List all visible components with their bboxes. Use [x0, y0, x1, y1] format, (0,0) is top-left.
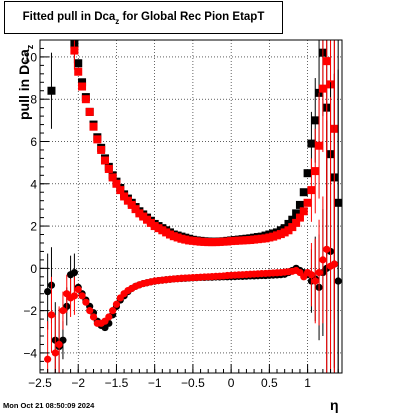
data-point-square [100, 156, 109, 165]
y-axis-label-main: pull in Dca [16, 49, 32, 120]
data-point-circle [59, 307, 67, 315]
x-tick-label: −2 [71, 376, 85, 390]
data-point-square [127, 200, 136, 209]
data-point-square [85, 107, 94, 116]
y-axis-label-subscript: z [25, 44, 35, 50]
y-tick-label: 10 [24, 50, 38, 64]
x-tick-label: 0 [228, 376, 235, 390]
data-point-circle [330, 260, 338, 268]
x-tick-label: 0.5 [261, 376, 278, 390]
data-point-square [89, 122, 98, 131]
y-axis-label: pull in Dcaz [16, 44, 35, 120]
data-point-circle [319, 256, 327, 264]
data-point-circle [55, 340, 63, 349]
x-tick-label: −1.5 [105, 376, 129, 390]
chart-title: Fitted pull in Dcaz for Global Rec Pion … [5, 11, 282, 26]
data-point-square [78, 82, 87, 91]
data-point-circle [70, 292, 79, 300]
tick-labels: −2.5 −2 −1.5 −1 −0.5 0 0.5 1 −4 −2 0 2 4 6 8 10 [23, 50, 311, 390]
data-point-square [311, 116, 320, 125]
data-point-circle [109, 307, 117, 315]
chart-title-tail: for Global Rec Pion EtapT [119, 11, 265, 23]
x-tick-label: −2.5 [28, 376, 52, 390]
data-point-circle [311, 277, 319, 285]
data-point-circle [78, 292, 86, 300]
data-point-circle [112, 300, 121, 308]
data-point-circle [51, 349, 59, 357]
x-tick-label: 1 [304, 376, 311, 390]
chart-title-main: Fitted pull in Dca [22, 11, 116, 23]
data-point-square [74, 59, 83, 68]
grid-lines [40, 40, 342, 373]
data-point-circle [315, 268, 323, 277]
y-tick-label: −2 [23, 304, 37, 318]
x-axis-label: η [330, 397, 339, 413]
data-point-circle [86, 307, 94, 315]
data-point-square [307, 186, 316, 195]
chart-title-subscript: z [115, 17, 120, 26]
x-tick-label: −0.5 [181, 376, 205, 390]
data-point-circle [44, 288, 52, 296]
data-point-square [288, 223, 297, 232]
data-point-circle [82, 298, 90, 306]
data-point-square [292, 218, 301, 227]
data-point-square [303, 169, 312, 178]
data-point-circle [70, 268, 79, 277]
data-point-circle [307, 271, 316, 279]
y-tick-label: −4 [23, 346, 37, 360]
data-point-square [303, 198, 312, 207]
data-point-square [299, 207, 308, 216]
data-point-square [295, 213, 304, 222]
data-point-square [131, 205, 140, 214]
data-point-square [311, 167, 320, 176]
data-points [44, 40, 343, 373]
y-tick-label: 6 [30, 135, 37, 149]
y-tick-label: 8 [30, 93, 37, 107]
data-point-square [93, 135, 102, 144]
y-tick-label: 2 [30, 220, 37, 234]
data-point-square [97, 145, 106, 154]
data-point-square [108, 173, 117, 182]
data-point-square [112, 179, 121, 188]
data-point-circle [74, 285, 82, 294]
data-point-square [299, 188, 308, 197]
plot-frame [39, 39, 343, 374]
x-tick-label: −1 [148, 376, 162, 390]
data-point-square [74, 67, 83, 76]
data-point-circle [44, 355, 52, 363]
data-point-square [47, 86, 56, 95]
chart-title-box: Fitted pull in Dcaz for Global Rec Pion … [4, 1, 283, 34]
data-point-square [315, 141, 324, 150]
data-point-square [322, 57, 331, 66]
data-point-square [78, 78, 87, 87]
data-point-square [307, 139, 316, 148]
data-point-circle [89, 313, 98, 321]
data-point-circle [323, 245, 331, 253]
data-point-square [116, 186, 125, 195]
timestamp: Mon Oct 21 08:50:09 2024 [3, 401, 95, 410]
data-point-square [292, 209, 301, 218]
data-point-square [120, 192, 129, 201]
data-point-square [318, 84, 327, 93]
y-tick-label: 4 [30, 177, 37, 191]
y-tick-label: 0 [30, 262, 37, 276]
data-point-circle [105, 313, 113, 321]
data-point-circle [47, 311, 56, 319]
data-point-square [104, 164, 113, 173]
data-point-square [123, 196, 132, 205]
data-point-square [295, 200, 304, 209]
data-point-circle [334, 277, 342, 285]
data-point-square [70, 46, 79, 55]
data-point-square [81, 95, 90, 104]
axis-ticks [39, 47, 339, 373]
